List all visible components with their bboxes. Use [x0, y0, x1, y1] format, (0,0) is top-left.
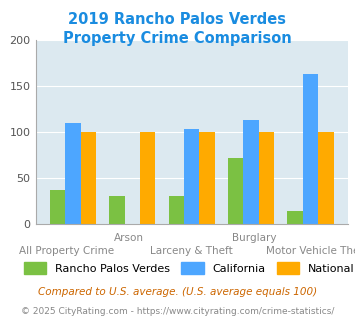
Text: Property Crime Comparison: Property Crime Comparison	[63, 31, 292, 46]
Bar	[200, 132, 215, 224]
Bar	[109, 196, 125, 224]
Text: All Property Crime: All Property Crime	[19, 246, 114, 256]
Bar	[81, 132, 96, 224]
Legend: Rancho Palos Verdes, California, National: Rancho Palos Verdes, California, Nationa…	[20, 258, 355, 278]
Bar	[184, 129, 200, 224]
Text: Compared to U.S. average. (U.S. average equals 100): Compared to U.S. average. (U.S. average …	[38, 287, 317, 297]
Bar	[50, 190, 65, 224]
Text: Larceny & Theft: Larceny & Theft	[150, 246, 233, 256]
Bar	[303, 74, 318, 224]
Bar	[169, 196, 184, 224]
Bar	[244, 120, 259, 224]
Bar	[318, 132, 334, 224]
Bar	[287, 211, 303, 224]
Text: © 2025 CityRating.com - https://www.cityrating.com/crime-statistics/: © 2025 CityRating.com - https://www.city…	[21, 307, 334, 316]
Bar	[228, 158, 244, 224]
Text: Arson: Arson	[114, 233, 144, 243]
Bar	[259, 132, 274, 224]
Text: Motor Vehicle Theft: Motor Vehicle Theft	[266, 246, 355, 256]
Bar	[140, 132, 155, 224]
Text: Burglary: Burglary	[232, 233, 277, 243]
Bar	[65, 123, 81, 224]
Text: 2019 Rancho Palos Verdes: 2019 Rancho Palos Verdes	[69, 12, 286, 26]
